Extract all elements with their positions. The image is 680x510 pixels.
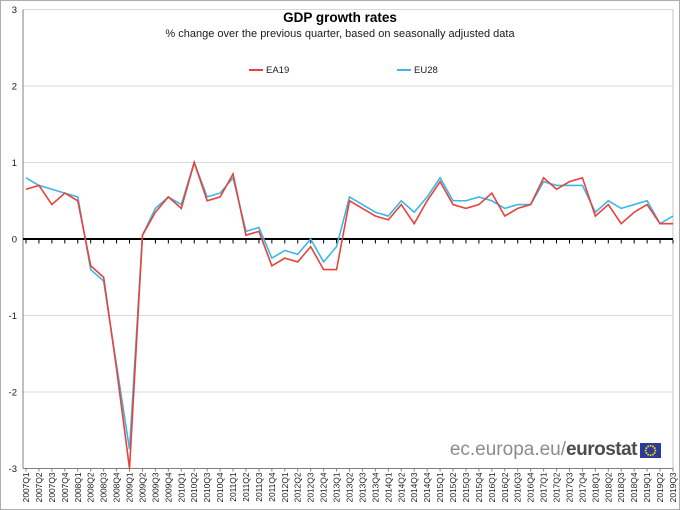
x-axis-label: 2016Q4 <box>526 472 536 502</box>
x-axis-label: 2007Q1 <box>21 472 31 502</box>
legend-item-eu28: EU28 <box>397 64 438 76</box>
x-axis-label: 2008Q3 <box>99 472 109 502</box>
x-axis-label: 2013Q1 <box>332 472 342 502</box>
x-axis-label: 2009Q2 <box>137 472 147 502</box>
x-axis-label: 2011Q4 <box>267 472 277 502</box>
eurostat-brand: eurostat <box>566 439 637 460</box>
chart-title: GDP growth rates <box>283 10 397 25</box>
x-axis-label: 2015Q1 <box>435 472 445 502</box>
x-axis-label: 2014Q1 <box>383 472 393 502</box>
x-axis-label: 2008Q1 <box>73 472 83 502</box>
eurostat-url-prefix: ec.europa.eu/ <box>449 439 567 460</box>
x-axis-label: 2011Q2 <box>241 472 251 502</box>
x-axis-label: 2008Q2 <box>86 472 96 502</box>
x-axis-label: 2008Q4 <box>112 472 122 502</box>
x-axis-label: 2013Q3 <box>357 472 367 502</box>
x-axis-label: 2019Q1 <box>642 472 652 502</box>
x-axis-label: 2007Q4 <box>60 472 70 502</box>
x-axis-label: 2009Q1 <box>125 472 135 502</box>
x-axis-label: 2007Q3 <box>47 472 57 502</box>
x-axis-label: 2017Q2 <box>552 472 562 502</box>
x-axis-label: 2011Q3 <box>254 472 264 502</box>
x-axis-label: 2015Q4 <box>474 472 484 502</box>
eu-flag-star <box>647 453 650 456</box>
eu-flag-star <box>651 444 654 447</box>
eu-flag-star <box>654 449 657 451</box>
ea19-line <box>25 159 673 469</box>
x-axis-label: 2017Q3 <box>564 472 574 502</box>
x-axis-label: 2014Q3 <box>409 472 419 502</box>
eu-flag-star <box>649 453 652 456</box>
eurostat-logo: ec.europa.eu/eurostat <box>450 439 661 461</box>
eu-flag-star <box>653 446 656 449</box>
eu-flag-star <box>647 444 650 447</box>
x-axis-label: 2007Q2 <box>34 472 44 502</box>
x-axis-label: 2018Q1 <box>590 472 600 502</box>
x-axis-label: 2010Q4 <box>215 472 225 502</box>
x-axis-label: 2009Q3 <box>150 472 160 502</box>
eu-flag-star <box>653 451 656 454</box>
x-axis-label: 2019Q3 <box>668 472 678 502</box>
x-axis-label: 2014Q4 <box>422 472 432 502</box>
x-axis-label: 2010Q2 <box>189 472 199 502</box>
x-axis-label: 2015Q3 <box>461 472 471 502</box>
x-axis-label: 2013Q2 <box>345 472 355 502</box>
chart-subtitle: % change over the previous quarter, base… <box>165 28 515 40</box>
x-axis-label: 2015Q2 <box>448 472 458 502</box>
y-axis-label: 0 <box>12 235 17 246</box>
eu28-legend-label: EU28 <box>414 64 438 76</box>
x-axis-label: 2010Q1 <box>176 472 186 502</box>
x-axis-label: 2016Q1 <box>487 472 497 502</box>
eu-flag-star <box>645 451 648 454</box>
eu-flag-star <box>651 453 654 456</box>
ea19-legend-label: EA19 <box>266 64 290 76</box>
x-axis-label: 2011Q1 <box>228 472 238 502</box>
x-axis-label: 2018Q4 <box>629 472 639 502</box>
x-axis-label: 2018Q2 <box>603 472 613 502</box>
y-axis-label: -2 <box>9 388 17 399</box>
legend-item-ea19: EA19 <box>249 64 289 76</box>
x-axis-label: 2012Q2 <box>293 472 303 502</box>
eu-flag-star <box>644 449 647 451</box>
y-axis-label: -1 <box>9 311 17 322</box>
y-axis-label: 3 <box>12 5 17 16</box>
x-axis-label: 2010Q3 <box>202 472 212 502</box>
y-axis-label: 1 <box>12 158 17 169</box>
y-axis-label: -3 <box>9 464 17 475</box>
x-axis-label: 2019Q2 <box>655 472 665 502</box>
x-axis-label: 2014Q2 <box>396 472 406 502</box>
x-axis-label: 2018Q3 <box>616 472 626 502</box>
x-axis-label: 2012Q1 <box>280 472 290 502</box>
eu-flag-star <box>645 446 648 449</box>
x-axis-label: 2016Q2 <box>500 472 510 502</box>
eu-flag-icon <box>640 442 661 458</box>
x-axis-label: 2017Q1 <box>539 472 549 502</box>
eu28-line <box>25 160 674 450</box>
ea19-line-swatch <box>249 69 263 71</box>
eu-flag-star <box>649 444 652 447</box>
x-axis-label: 2017Q4 <box>577 472 587 502</box>
y-axis-label: 2 <box>12 82 17 93</box>
x-axis-label: 2016Q3 <box>513 472 523 502</box>
x-axis-label: 2012Q3 <box>306 472 316 502</box>
x-axis-label: 2013Q4 <box>370 472 380 502</box>
x-axis-label: 2009Q4 <box>163 472 173 502</box>
x-axis-label: 2012Q4 <box>319 472 329 502</box>
eu28-line-swatch <box>397 69 411 71</box>
